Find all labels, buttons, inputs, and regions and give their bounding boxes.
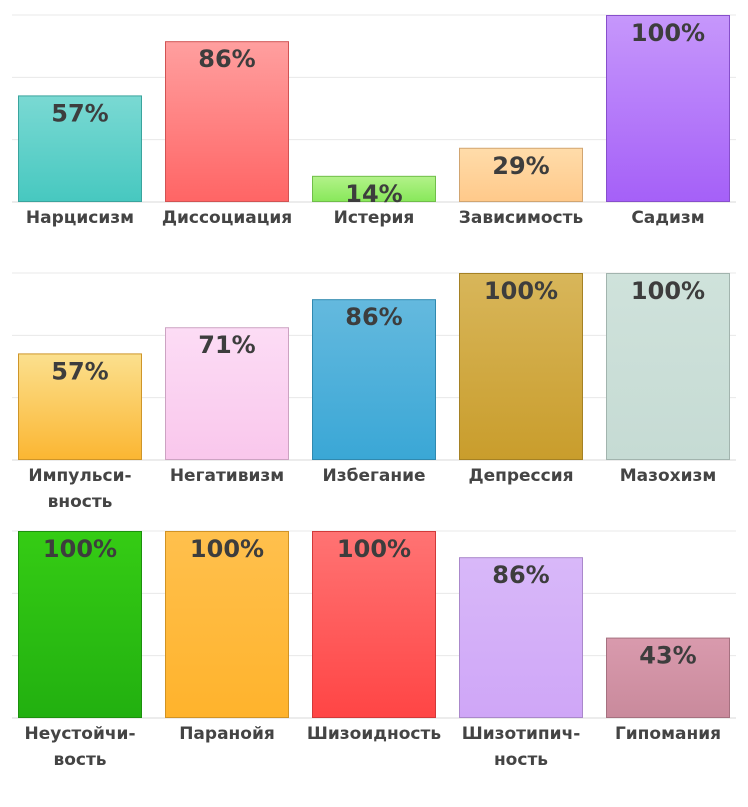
value-label: 14%: [345, 180, 402, 208]
value-label: 57%: [51, 357, 108, 385]
bar[interactable]: [165, 327, 289, 461]
category-label: Неустойчи-: [25, 724, 136, 744]
category-label: Нарцисизм: [26, 208, 134, 228]
bar[interactable]: [18, 353, 142, 460]
chart-panel: 100% Неустойчи-вость 100% Паранойя 100% Шизои…: [12, 530, 736, 770]
bar[interactable]: [18, 531, 142, 718]
value-label: 71%: [198, 331, 255, 359]
category-label: Шизоидность: [307, 724, 441, 744]
value-label: 100%: [43, 535, 117, 563]
category-label: Негативизм: [170, 466, 284, 486]
category-label: Шизотипич-: [462, 724, 581, 744]
bar[interactable]: [606, 273, 730, 460]
chart-panel: 57% Импульси-вность 71% Негативизм 86% Избега…: [12, 272, 736, 512]
value-label: 86%: [198, 45, 255, 73]
category-label: Зависимость: [459, 208, 583, 228]
bar[interactable]: [165, 41, 289, 203]
value-label: 100%: [190, 535, 264, 563]
category-label: ность: [494, 750, 548, 770]
category-label: Мазохизм: [620, 466, 717, 486]
bar[interactable]: [606, 15, 730, 202]
value-label: 86%: [492, 561, 549, 589]
value-label: 100%: [631, 277, 705, 305]
value-label: 43%: [639, 642, 696, 670]
value-label: 86%: [345, 303, 402, 331]
category-label: Садизм: [631, 208, 704, 228]
category-label: Гипомания: [615, 724, 721, 744]
category-label: Диссоциация: [162, 208, 292, 228]
bar[interactable]: [606, 637, 730, 719]
category-label: Избегание: [322, 466, 425, 486]
value-label: 29%: [492, 152, 549, 180]
category-label: Импульси-: [28, 466, 131, 486]
bar[interactable]: [165, 531, 289, 718]
value-label: 57%: [51, 99, 108, 127]
bar[interactable]: [459, 147, 583, 203]
bar[interactable]: [18, 95, 142, 202]
bar[interactable]: [459, 557, 583, 718]
category-label: Паранойя: [179, 724, 275, 744]
value-label: 100%: [484, 277, 558, 305]
bar[interactable]: [312, 175, 436, 203]
bar[interactable]: [312, 531, 436, 718]
category-label: вность: [48, 492, 113, 512]
value-label: 100%: [337, 535, 411, 563]
category-label: Истерия: [334, 208, 415, 228]
chart-panel: 57% Нарцисизм 86% Диссоциация 14%Истерия 29% З…: [12, 14, 736, 228]
bar[interactable]: [459, 273, 583, 460]
bar[interactable]: [312, 299, 436, 460]
category-label: вость: [53, 750, 106, 770]
value-label: 100%: [631, 19, 705, 47]
category-label: Депрессия: [468, 466, 573, 486]
